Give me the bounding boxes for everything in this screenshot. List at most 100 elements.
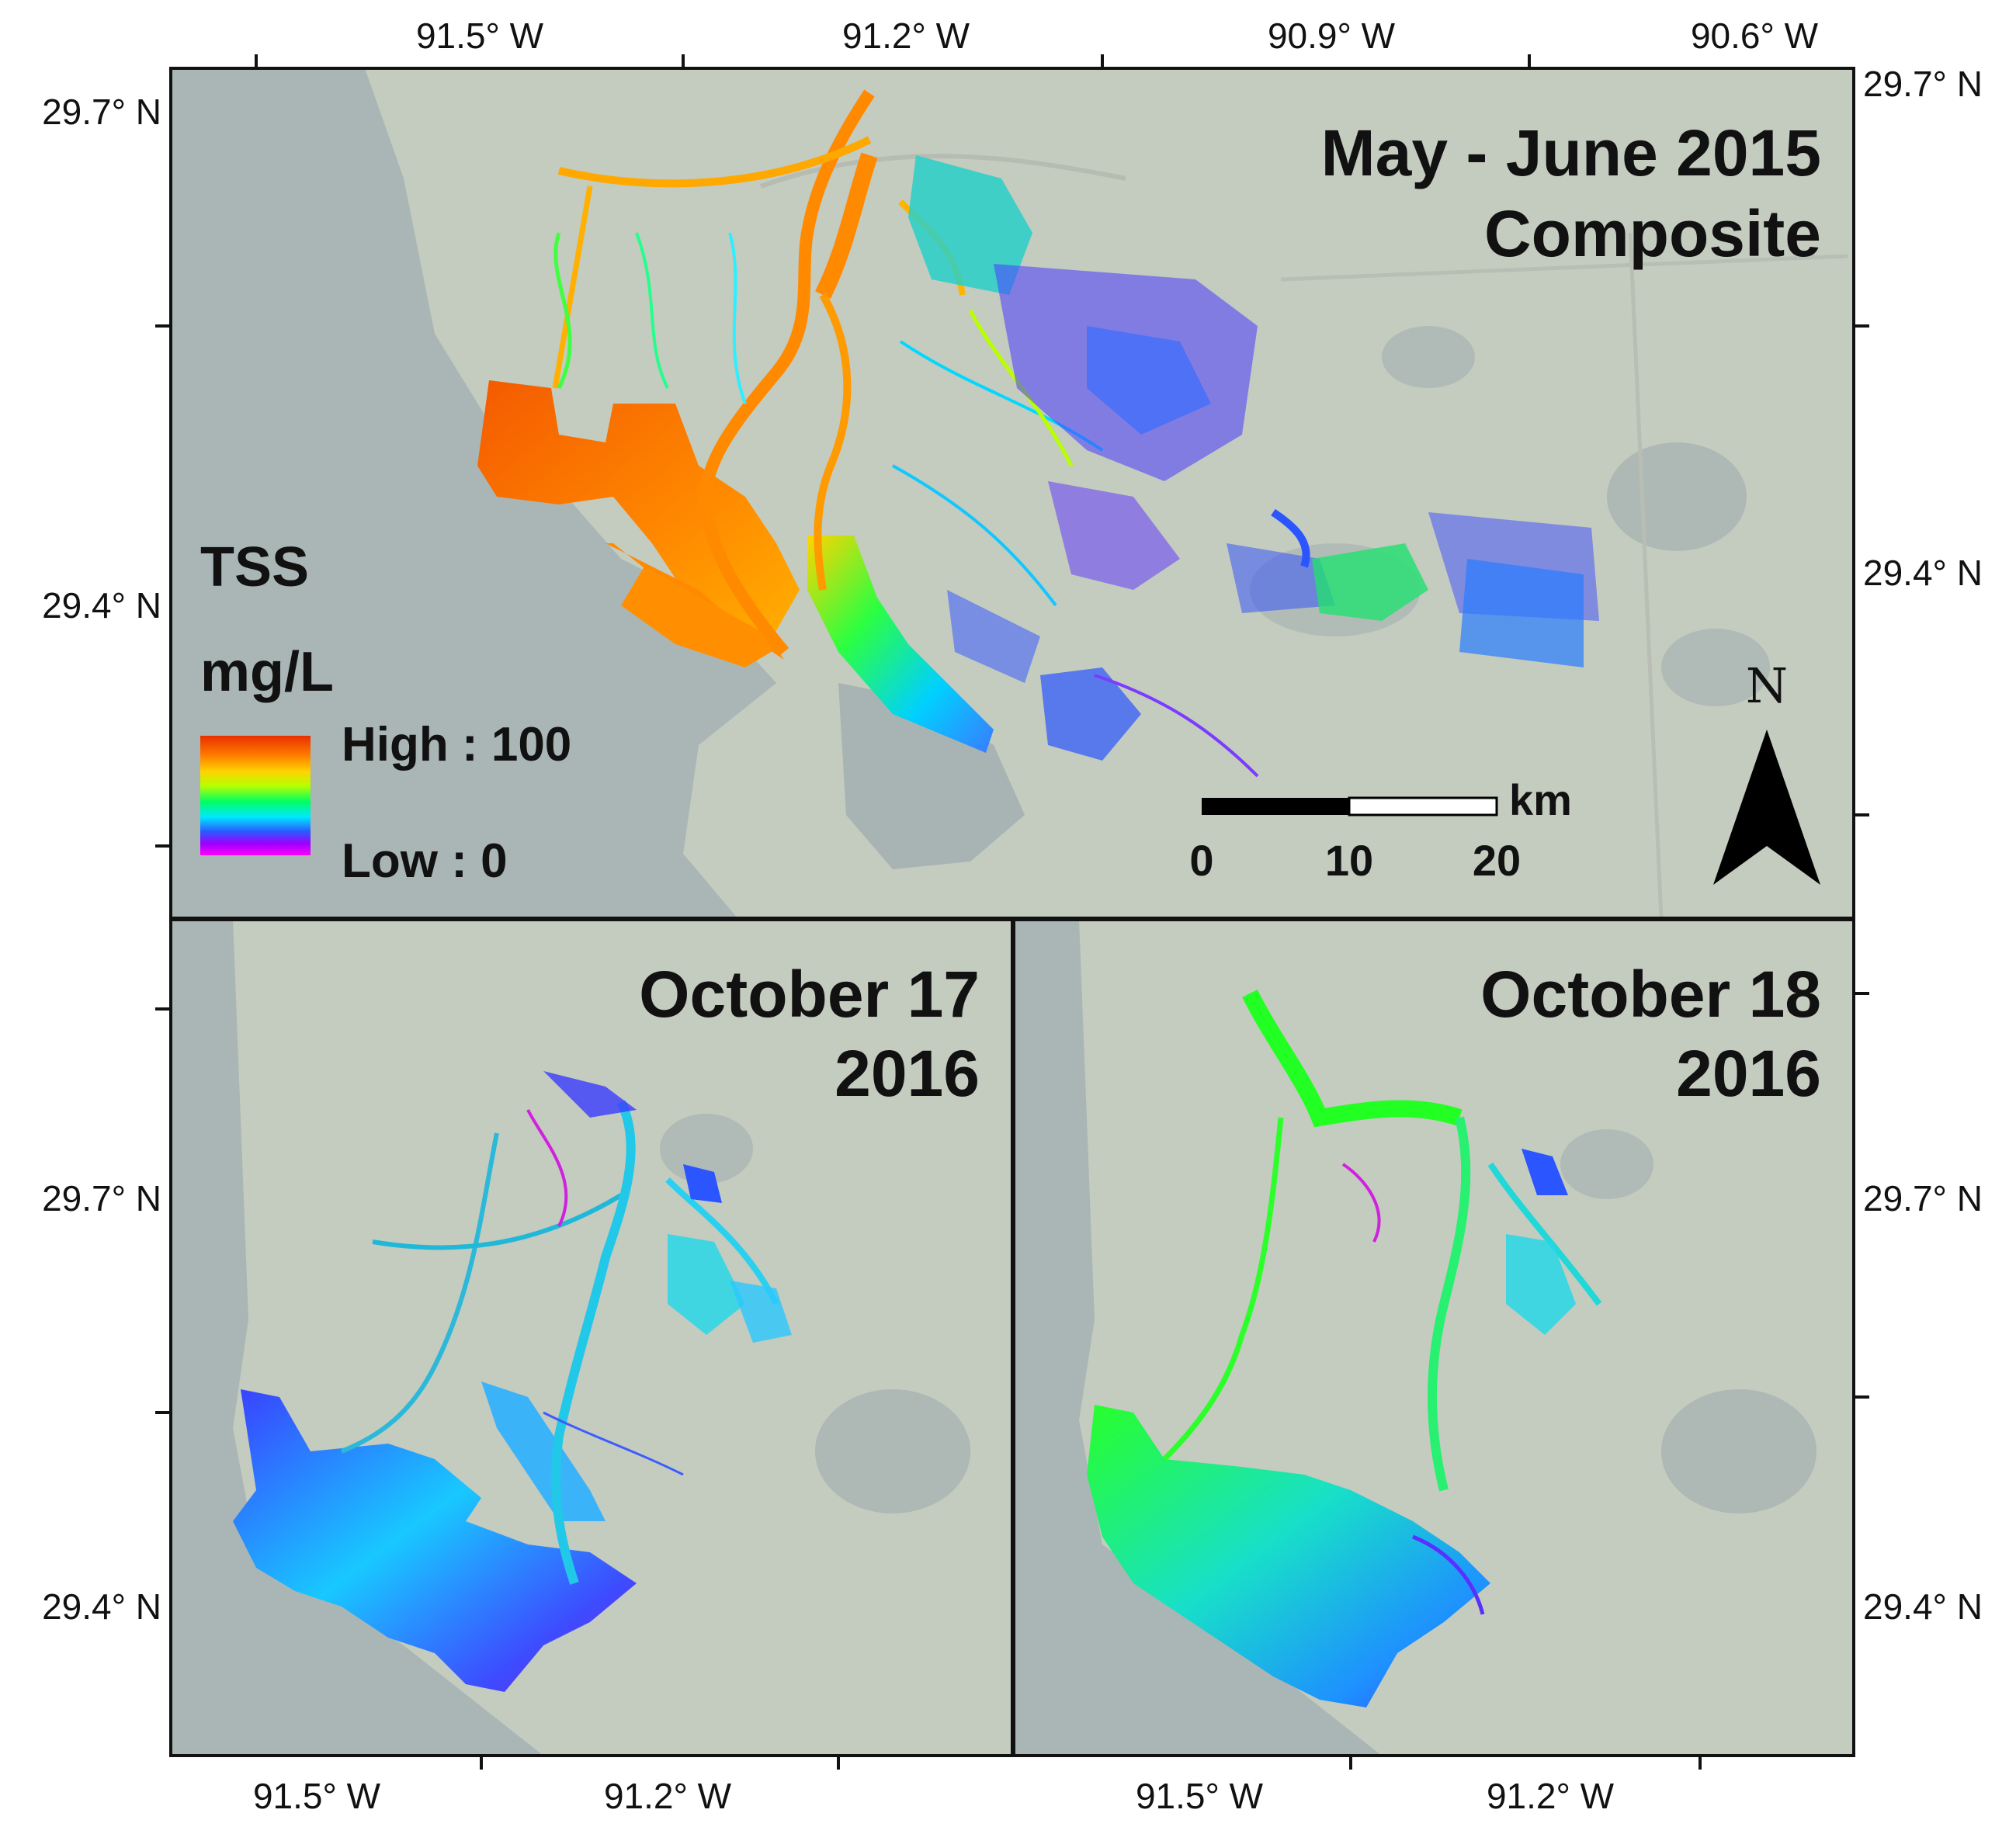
bottom-right-map-panel [1014,920,1854,1756]
plume-lobe [621,567,784,667]
top-map-panel [171,68,1854,918]
marsh-patch [668,1234,745,1335]
road [760,154,1126,189]
legend-low-label: Low : 0 [342,834,508,888]
gulf-water [171,68,776,918]
scale-tick-20: 20 [1473,836,1521,885]
marsh-channel [728,232,747,404]
river-channel [557,136,872,188]
main-river-channel [340,1132,499,1454]
gulf-water [171,920,543,1756]
eastern-marsh [1087,326,1211,435]
canal [372,1193,623,1250]
atchafalaya-plume [477,380,800,644]
bottom-left-map-panel [171,920,1012,1756]
lat-label-top-right-2: 29.4° N [1863,553,1983,593]
atchafalaya-plume [233,1389,637,1692]
legend-color-ramp [200,736,311,855]
eastern-marsh [1048,481,1180,590]
lat-label-top-right-1: 29.7° N [1863,64,1983,104]
north-arrow-icon [1713,730,1820,885]
lake-water [660,1114,753,1184]
marsh-patch [543,1071,637,1118]
lat-label-bottom-right-2: 29.4° N [1863,1586,1983,1627]
top-lon-label-2: 91.2° W [842,16,970,56]
river-channel [1428,1116,1471,1492]
lat-label-top-left-2: 29.4° N [42,585,161,626]
scale-bar-unit: km [1509,775,1572,824]
scale-bar-white-segment [1348,796,1498,816]
north-arrow: N [1713,657,1820,885]
marsh-channel [553,232,572,390]
top-lon-label-1: 91.5° W [416,16,544,56]
north-arrow-label: N [1746,657,1788,714]
bottom-right-title-line1: October 18 [1480,958,1821,1031]
top-longitude-labels: 91.5° W 91.2° W 90.9° W 90.6° W [416,16,1819,56]
marsh-channel [1341,1163,1381,1243]
river-channel [814,293,852,591]
top-panel-title-line1: May - June 2015 [1321,116,1821,189]
bottom-longitude-labels: 91.5° W 91.2° W 91.5° W 91.2° W [253,1776,1615,1816]
lat-label-bottom-left-1: 29.7° N [42,1178,161,1219]
marsh-channel [1094,674,1259,778]
top-lon-label-4: 90.6° W [1691,16,1819,56]
road [1628,232,1664,918]
marsh-patch [1522,1149,1568,1195]
marsh-patch [908,155,1032,295]
lake-water [815,1389,970,1513]
wax-lake-plume [807,536,994,753]
bottom-left-lon-label-1: 91.5° W [253,1776,381,1816]
canal [1162,1117,1284,1461]
legend-unit: mg/L [200,641,334,703]
eastern-marsh [1040,667,1141,761]
top-lon-label-3: 90.9° W [1268,16,1396,56]
legend-high-label: High : 100 [342,718,571,771]
marsh-channel [1412,1534,1485,1615]
river-channel [815,152,878,299]
canal [552,185,593,389]
bottom-right-panel-frame [1012,918,1855,1757]
main-river-channel [699,89,875,657]
bay-water [838,683,1025,869]
marsh-patch [730,1281,792,1343]
bottom-left-lon-label-2: 91.2° W [604,1776,732,1816]
gulf-water [1014,920,1382,1756]
lat-label-top-left-1: 29.7° N [42,92,161,132]
marsh-channel [1271,508,1310,568]
eastern-marsh [1312,543,1428,621]
axis-ticks [155,54,1869,1770]
river-channel [1487,1162,1602,1306]
marsh-channel [635,232,669,389]
lake-water [1661,1389,1816,1513]
eastern-marsh [1459,559,1584,667]
left-latitude-labels: 29.7° N 29.4° N 29.7° N 29.4° N [42,92,161,1627]
lat-label-bottom-left-2: 29.4° N [42,1586,161,1627]
marsh-channel [543,1411,684,1476]
marsh-channel [892,464,1057,607]
top-panel-title-line2: Composite [1484,197,1821,270]
road [1280,254,1848,282]
bottom-right-lon-label-1: 91.5° W [1136,1776,1264,1816]
atchafalaya-plume [1087,1405,1490,1707]
scale-tick-0: 0 [1189,836,1213,885]
legend-title: TSS [200,536,309,598]
panel-titles: May - June 2015 Composite October 17 201… [639,116,1821,1110]
bottom-right-lon-label-2: 91.2° W [1487,1776,1615,1816]
marsh-channel [526,1109,568,1227]
lake-water [1607,442,1747,551]
scale-bar-black-segment [1202,798,1349,815]
river-channel [551,1100,636,1585]
bottom-left-title-line2: 2016 [835,1037,980,1110]
marsh-patch [1506,1234,1576,1335]
eastern-marsh [947,590,1040,683]
lake-water [1382,326,1475,388]
scale-tick-10: 10 [1325,836,1373,885]
lat-label-bottom-right-1: 29.7° N [1863,1178,1983,1219]
scale-bar: km 0 10 20 [1189,775,1572,885]
lake-water [1560,1129,1653,1199]
marsh-patch [683,1164,722,1203]
river-channel [665,1177,779,1305]
tss-legend: TSS mg/L High : 100 Low : 0 [200,536,571,888]
plume-lobe [481,1382,605,1521]
